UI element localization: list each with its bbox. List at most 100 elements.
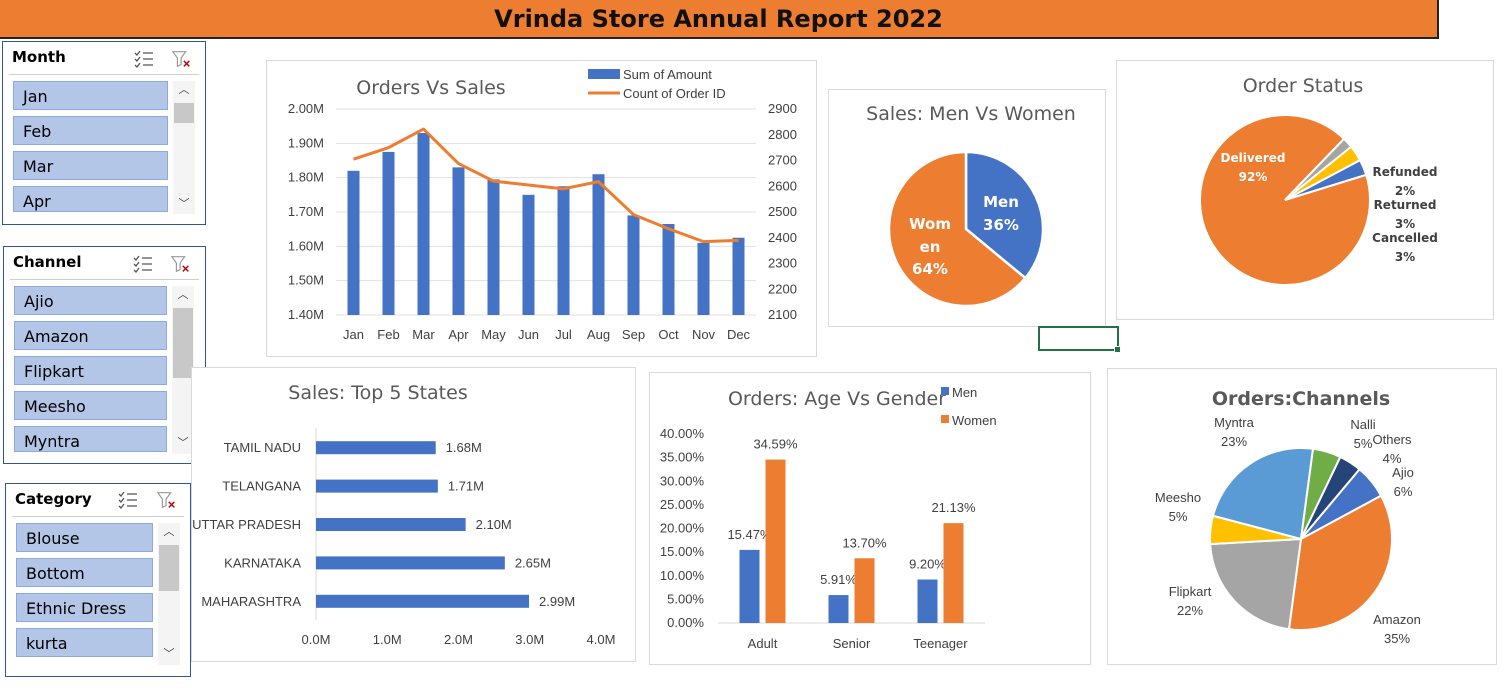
multi-select-icon[interactable]: [117, 489, 139, 511]
bar-state: [316, 441, 436, 455]
slicer-month[interactable]: Month Jan Feb Mar Apr ︿ ﹀: [2, 41, 206, 225]
slicer-item-ajio[interactable]: Ajio: [14, 286, 167, 315]
multi-select-icon[interactable]: [132, 253, 154, 275]
slicer-item-amazon[interactable]: Amazon: [14, 321, 167, 350]
slicer-category-header: Category: [15, 490, 92, 508]
slice-label-pct: 4%: [1383, 451, 1402, 466]
y-tick-label: 0.00%: [667, 615, 704, 630]
scroll-down-icon[interactable]: ﹀: [177, 437, 189, 449]
slicer-item-ethnic-dress[interactable]: Ethnic Dress: [16, 593, 153, 622]
slicer-scrollbar[interactable]: ︿ ﹀: [158, 523, 180, 665]
y-tick-label: 35.00%: [660, 450, 705, 465]
slicer-item-mar[interactable]: Mar: [13, 151, 168, 180]
fill-handle[interactable]: [1114, 346, 1121, 353]
slicer-item-feb[interactable]: Feb: [13, 116, 168, 145]
data-label: 5.91%: [820, 572, 857, 587]
y-right-tick-label: 2100: [768, 307, 797, 322]
scroll-thumb[interactable]: [174, 103, 194, 123]
slice-label-pct: 3%: [1395, 250, 1415, 264]
slicer-item-apr[interactable]: Apr: [13, 186, 168, 212]
x-tick-label: 0.0M: [302, 632, 331, 647]
status-pie-slice: [1284, 145, 1362, 201]
clear-filter-icon[interactable]: [171, 48, 193, 70]
gender-pie-slice: [887, 150, 1028, 308]
y-left-tick-label: 1.80M: [288, 170, 324, 185]
bar-men: [739, 549, 760, 623]
y-tick-label: TAMIL NADU: [224, 440, 301, 455]
scroll-up-icon[interactable]: ︿: [178, 84, 190, 96]
bar-sales: [557, 186, 570, 315]
x-tick-label: Sep: [622, 327, 645, 342]
slicer-divider: [9, 74, 199, 75]
slicer-channel-header: Channel: [13, 253, 82, 271]
legend-label-women: Women: [952, 413, 997, 428]
y-right-tick-label: 2400: [768, 230, 797, 245]
slice-label-pct: 22%: [1177, 603, 1203, 618]
y-tick-label: 30.00%: [660, 473, 705, 488]
bar-state: [316, 556, 505, 570]
legend-label-sales: Sum of Amount: [623, 67, 712, 82]
y-tick-label: 25.00%: [660, 497, 705, 512]
y-left-tick-label: 1.90M: [288, 135, 324, 150]
y-right-tick-label: 2800: [768, 127, 797, 142]
bar-men: [917, 579, 938, 623]
slice-label: Cancelled: [1372, 231, 1438, 245]
slicer-item-bottom[interactable]: Bottom: [16, 558, 153, 587]
y-tick-label: 10.00%: [660, 568, 705, 583]
data-label: 1.68M: [446, 440, 482, 455]
slicer-scrollbar[interactable]: ︿ ﹀: [172, 286, 194, 454]
slicer-item-flipkart[interactable]: Flipkart: [14, 356, 167, 385]
top-states-panel[interactable]: [191, 367, 636, 662]
scroll-down-icon[interactable]: ﹀: [178, 198, 190, 210]
slice-label: Flipkart: [1169, 584, 1212, 599]
channel-pie-slice: [1209, 537, 1303, 631]
slice-label: Others: [1372, 432, 1412, 447]
bar-sales: [522, 194, 535, 315]
clear-filter-icon[interactable]: [170, 253, 192, 275]
data-label: 9.20%: [909, 557, 946, 572]
y-tick-label: 5.00%: [667, 591, 704, 606]
chart-title: Order Status: [1243, 75, 1364, 97]
slice-label-pct: 92%: [1239, 170, 1268, 184]
bar-sales: [662, 224, 675, 315]
x-tick-label: 1.0M: [373, 632, 402, 647]
x-tick-label: Jun: [518, 327, 539, 342]
slice-label-pct: 5%: [1354, 436, 1373, 451]
scroll-thumb[interactable]: [159, 545, 179, 591]
legend-swatch-women: [941, 415, 949, 423]
multi-select-icon[interactable]: [133, 48, 155, 70]
x-tick-label: Jul: [555, 327, 572, 342]
y-tick-label: TELANGANA: [222, 479, 301, 494]
report-title: Vrinda Store Annual Report 2022: [494, 4, 943, 33]
chart-title: Orders: Age Vs Gender: [728, 388, 946, 410]
slicer-item-kurta[interactable]: kurta: [16, 628, 153, 657]
report-title-banner: Vrinda Store Annual Report 2022: [0, 0, 1439, 39]
slice-label: Myntra: [1214, 415, 1255, 430]
slicer-category[interactable]: Category Blouse Bottom Ethnic Dress kurt…: [5, 483, 191, 677]
bar-women: [854, 558, 875, 623]
channel-pie-slice: [1211, 447, 1315, 541]
y-tick-label: 15.00%: [660, 544, 705, 559]
scroll-up-icon[interactable]: ︿: [177, 289, 189, 301]
bar-men: [828, 595, 849, 623]
scroll-thumb[interactable]: [173, 308, 193, 378]
slice-label-pct: 2%: [1395, 184, 1415, 198]
scroll-up-icon[interactable]: ︿: [163, 526, 175, 538]
x-tick-label: May: [481, 327, 506, 342]
slicer-item-jan[interactable]: Jan: [13, 81, 168, 110]
clear-filter-icon[interactable]: [156, 489, 178, 511]
cell-selection[interactable]: [1038, 326, 1121, 353]
y-right-tick-label: 2500: [768, 204, 797, 219]
slicer-item-meesho[interactable]: Meesho: [14, 391, 167, 420]
slicer-item-blouse[interactable]: Blouse: [16, 523, 153, 552]
slicer-item-myntra[interactable]: Myntra: [14, 426, 167, 452]
slicer-scrollbar[interactable]: ︿ ﹀: [173, 81, 195, 214]
data-label: 2.65M: [515, 555, 551, 570]
bar-state: [316, 479, 438, 493]
slicer-channel[interactable]: Channel Ajio Amazon Flipkart Meesho Mynt…: [3, 246, 206, 464]
scroll-down-icon[interactable]: ﹀: [163, 648, 175, 660]
y-tick-label: UTTAR PRADESH: [192, 517, 301, 532]
bar-women: [765, 459, 786, 623]
y-right-tick-label: 2600: [768, 178, 797, 193]
bar-sales: [382, 151, 395, 315]
